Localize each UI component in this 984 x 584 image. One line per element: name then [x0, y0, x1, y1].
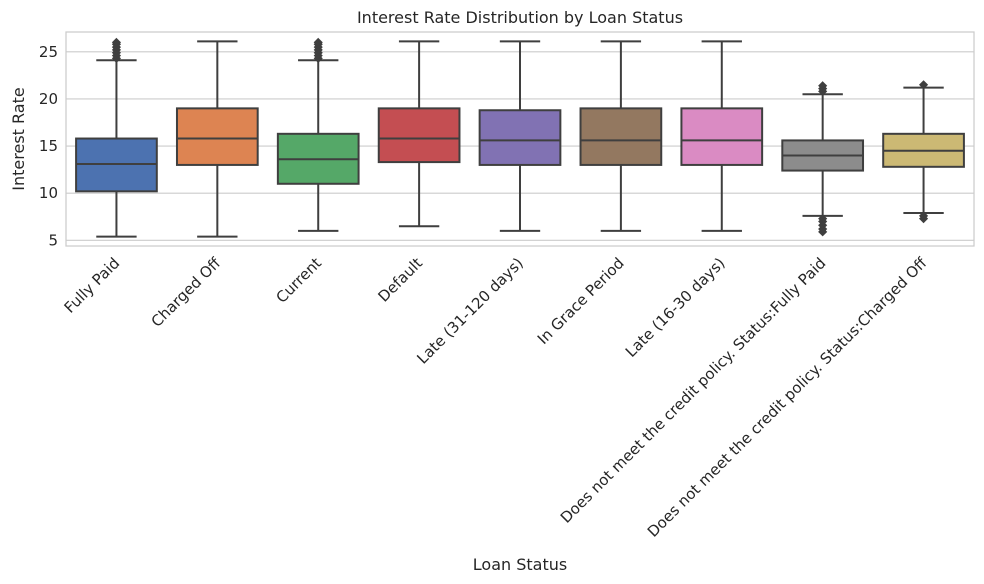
box-body — [579, 107, 663, 166]
box-body — [680, 107, 764, 166]
y-tick-label: 5 — [48, 231, 58, 249]
outlier-point — [818, 81, 828, 91]
box-group — [579, 40, 663, 232]
y-tick-label: 25 — [39, 43, 58, 61]
x-axis-label: Loan Status — [473, 555, 567, 574]
box-group — [478, 40, 562, 232]
outlier-point — [111, 37, 122, 47]
outlier-point — [818, 214, 828, 224]
box-group — [882, 80, 965, 224]
y-axis-label: Interest Rate — [9, 87, 28, 190]
y-tick-label: 20 — [39, 90, 58, 108]
boxes — [75, 37, 965, 238]
chart-title: Interest Rate Distribution by Loan Statu… — [357, 8, 683, 27]
box-group — [175, 40, 259, 238]
box-group — [377, 40, 461, 228]
box-group — [276, 37, 360, 232]
plot-frame — [65, 31, 975, 247]
box-group — [75, 37, 158, 238]
box-group — [781, 81, 865, 237]
y-tick-labels: 5 10 15 20 25 — [39, 43, 58, 250]
box-group — [680, 40, 764, 232]
outlier-point — [918, 80, 929, 90]
box-body — [377, 107, 461, 164]
y-tick-label: 15 — [39, 137, 58, 155]
outlier-point — [918, 211, 929, 221]
y-tick-label: 10 — [39, 184, 58, 202]
outlier-point — [313, 37, 323, 47]
box-body — [478, 109, 562, 166]
box-body — [175, 107, 259, 166]
